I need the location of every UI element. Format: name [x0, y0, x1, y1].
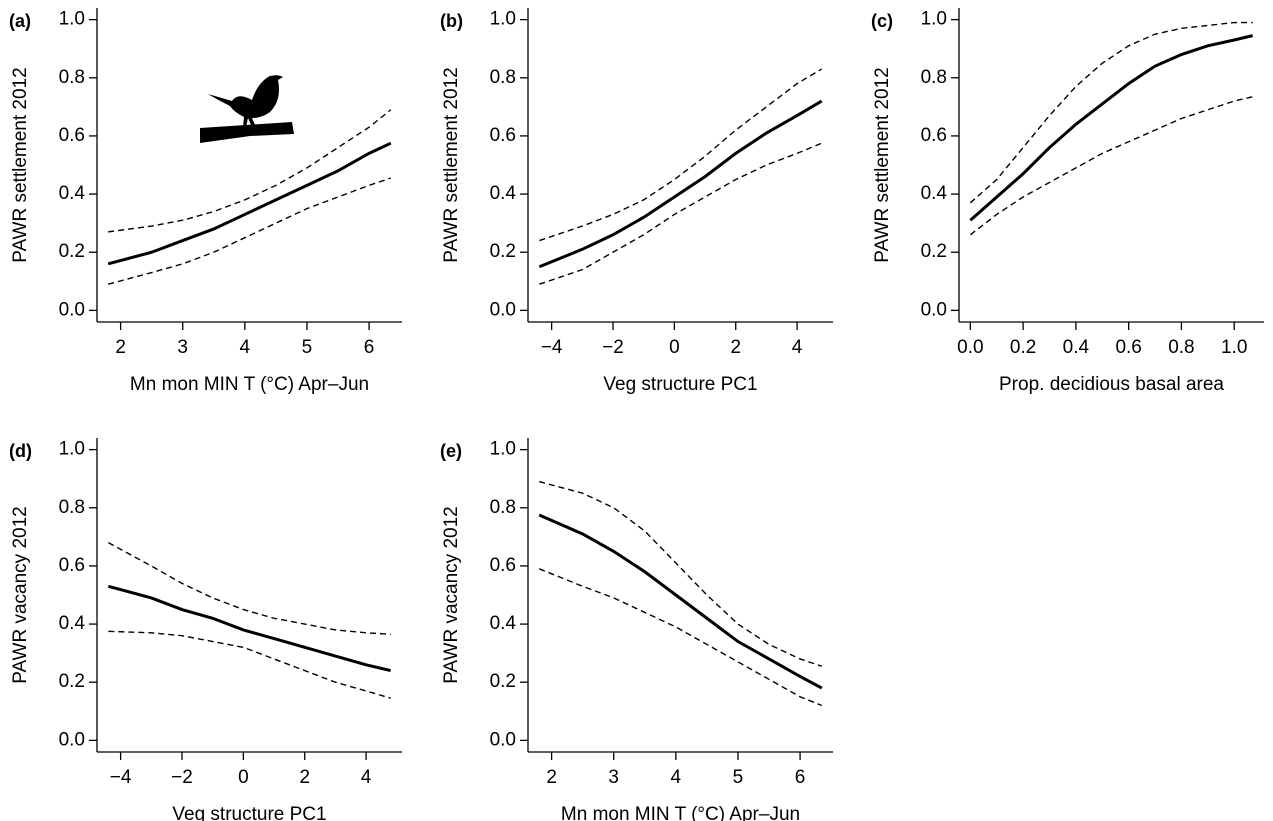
fit-line — [538, 513, 823, 690]
panel: 0.0 0.2 0.4 0.6 0.8 1.0 −4 −2 0 2 4 Veg structure P… — [9, 438, 402, 821]
y-tick-label: 0.2 — [921, 241, 947, 262]
fit-line — [538, 99, 823, 269]
confidence-line — [539, 68, 823, 242]
x-tick-label: −4 — [110, 767, 132, 788]
confidence-line — [107, 177, 392, 285]
y-tick-label: 0.6 — [490, 555, 516, 576]
y-tick-label: 1.0 — [59, 439, 85, 460]
x-tick-label: 2 — [730, 337, 741, 358]
x-tick-label: 6 — [795, 767, 806, 788]
x-axis-label: Mn mon MIN T (°C) Apr–Jun — [561, 804, 800, 821]
panel-label: (b) — [440, 11, 463, 31]
y-tick-label: 0.0 — [490, 299, 516, 320]
x-axis-label: Prop. decidious basal area — [999, 374, 1224, 395]
fit-line — [107, 584, 391, 673]
y-axis-label: PAWR settlement 2012 — [872, 67, 893, 262]
x-tick-label: 1.0 — [1221, 337, 1247, 358]
y-tick-label: 0.6 — [921, 125, 947, 146]
y-axis-label: PAWR vacancy 2012 — [441, 506, 462, 683]
x-tick-label: −4 — [541, 337, 563, 358]
panel: 0.0 0.2 0.4 0.6 0.8 1.0 2 3 4 5 6 Mn mon MIN T (°C)… — [9, 8, 402, 395]
x-tick-label: 4 — [792, 337, 803, 358]
y-tick-label: 0.2 — [490, 241, 516, 262]
fit-line — [969, 34, 1253, 222]
bird-silhouette — [200, 75, 294, 143]
y-tick-label: 0.8 — [59, 497, 85, 518]
y-axis-label: PAWR vacancy 2012 — [10, 506, 31, 683]
y-tick-label: 0.2 — [59, 241, 85, 262]
x-tick-label: 0 — [669, 337, 680, 358]
confidence-line — [969, 95, 1253, 236]
y-tick-label: 0.0 — [921, 299, 947, 320]
y-tick-label: 0.6 — [490, 125, 516, 146]
x-tick-label: 4 — [361, 767, 372, 788]
confidence-line — [538, 568, 823, 707]
y-tick-label: 0.6 — [59, 125, 85, 146]
y-axis-label: PAWR settlement 2012 — [441, 67, 462, 262]
y-tick-label: 0.0 — [59, 729, 85, 750]
y-tick-label: 0.8 — [490, 67, 516, 88]
y-tick-label: 0.8 — [490, 497, 516, 518]
x-axis-label: Mn mon MIN T (°C) Apr–Jun — [130, 374, 369, 395]
fit-line — [107, 141, 392, 266]
panel: 0.0 0.2 0.4 0.6 0.8 1.0 0.0 0.2 0.4 0.6 0.8 1.0 Prop… — [871, 8, 1264, 395]
x-tick-label: 3 — [177, 337, 188, 358]
y-tick-label: 1.0 — [490, 9, 516, 30]
y-tick-label: 0.6 — [59, 555, 85, 576]
panel-label: (a) — [9, 11, 31, 31]
x-tick-label: −2 — [171, 767, 193, 788]
x-axis-label: Veg structure PC1 — [603, 374, 757, 395]
x-tick-label: 0.2 — [1010, 337, 1036, 358]
y-tick-label: 0.4 — [490, 183, 517, 204]
x-tick-label: 6 — [364, 337, 375, 358]
y-axis-label: PAWR settlement 2012 — [10, 67, 31, 262]
x-tick-label: 2 — [299, 767, 310, 788]
confidence-line — [969, 21, 1253, 204]
x-axis-label: Veg structure PC1 — [172, 804, 326, 821]
panel-label: (c) — [871, 11, 893, 31]
confidence-line — [538, 480, 823, 667]
x-tick-label: −2 — [602, 337, 624, 358]
y-tick-label: 0.4 — [490, 613, 517, 634]
x-tick-label: 0 — [238, 767, 249, 788]
x-tick-label: 4 — [240, 337, 251, 358]
y-tick-label: 0.8 — [59, 67, 85, 88]
y-tick-label: 0.2 — [490, 671, 516, 692]
panel: 0.0 0.2 0.4 0.6 0.8 1.0 2 3 4 5 6 Mn mon MIN T (°C)… — [440, 438, 833, 821]
x-tick-label: 2 — [115, 337, 126, 358]
y-tick-label: 1.0 — [490, 439, 516, 460]
y-tick-label: 0.0 — [59, 299, 85, 320]
x-tick-label: 5 — [733, 767, 744, 788]
y-tick-label: 0.4 — [921, 183, 948, 204]
y-tick-label: 1.0 — [59, 9, 85, 30]
panel-label: (e) — [440, 441, 462, 461]
confidence-line — [539, 142, 822, 285]
y-tick-label: 1.0 — [921, 9, 947, 30]
confidence-line — [108, 630, 391, 699]
y-tick-label: 0.4 — [59, 613, 86, 634]
confidence-line — [108, 542, 391, 635]
x-tick-label: 0.4 — [1063, 337, 1090, 358]
x-tick-label: 2 — [546, 767, 557, 788]
x-tick-label: 5 — [302, 337, 313, 358]
x-tick-label: 3 — [608, 767, 619, 788]
x-tick-label: 0.6 — [1115, 337, 1141, 358]
y-tick-label: 0.2 — [59, 671, 85, 692]
x-tick-label: 0.8 — [1168, 337, 1194, 358]
x-tick-label: 4 — [671, 767, 682, 788]
y-tick-label: 0.0 — [490, 729, 516, 750]
panel-label: (d) — [9, 441, 32, 461]
y-tick-label: 0.4 — [59, 183, 86, 204]
x-tick-label: 0.0 — [957, 337, 983, 358]
panel: 0.0 0.2 0.4 0.6 0.8 1.0 −4 −2 0 2 4 Veg structure P… — [440, 8, 833, 395]
y-tick-label: 0.8 — [921, 67, 947, 88]
